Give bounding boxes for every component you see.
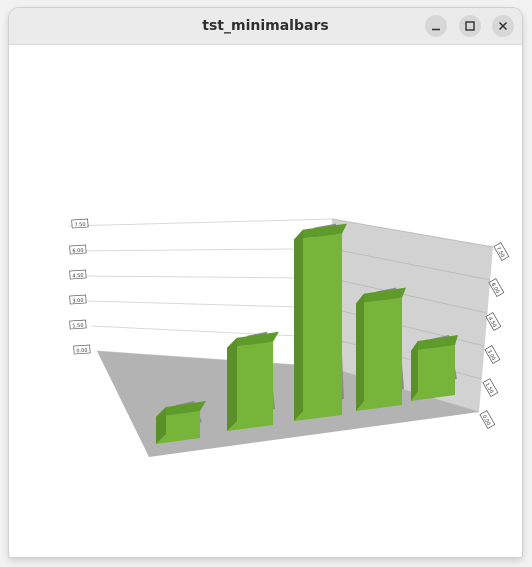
bar-side-1 xyxy=(156,407,166,444)
y-tick-right: 0.00 xyxy=(479,410,496,429)
bar-front-4[interactable] xyxy=(356,297,402,411)
svg-text:4.50: 4.50 xyxy=(487,316,498,329)
grid-line-right xyxy=(331,218,494,248)
grid-line-back xyxy=(91,325,329,338)
bar-top-4 xyxy=(356,287,406,304)
bar-top-2 xyxy=(227,331,279,348)
chart-canvas[interactable]: 0.00 1.50 3.00 4.50 6.00 7.50 0.00 1.50 3.00 4.50… xyxy=(9,45,522,557)
y-tick-left: 0.00 xyxy=(73,344,91,355)
y-tick-right: 6.00 xyxy=(488,278,505,297)
window-title: tst_minimalbars xyxy=(202,18,329,34)
app-window: tst_minimalbars 0.00 1.50 3.00 4.50 6.00 7. xyxy=(9,8,522,557)
svg-text:3.00: 3.00 xyxy=(486,349,497,362)
y-tick-left: 4.50 xyxy=(69,269,87,280)
y-tick-right: 3.00 xyxy=(484,345,501,364)
bar-side-4 xyxy=(356,293,364,411)
bar-front-1[interactable] xyxy=(156,411,200,444)
svg-text:7.50: 7.50 xyxy=(74,222,86,229)
y-tick-right: 1.50 xyxy=(482,378,499,397)
bar-top-1 xyxy=(156,401,206,417)
minimize-button[interactable] xyxy=(425,15,447,37)
bar-chart-3d[interactable]: 0.00 1.50 3.00 4.50 6.00 7.50 0.00 1.50 3.00 4.50… xyxy=(9,45,522,557)
svg-text:0.00: 0.00 xyxy=(481,414,492,427)
y-tick-left: 7.50 xyxy=(71,218,89,229)
y-tick-left: 3.00 xyxy=(69,294,87,305)
svg-text:7.50: 7.50 xyxy=(495,246,506,259)
bar-top-3 xyxy=(294,223,347,240)
maximize-button[interactable] xyxy=(459,15,481,37)
svg-text:6.00: 6.00 xyxy=(72,248,84,255)
grid-line-back xyxy=(80,275,331,279)
svg-text:6.00: 6.00 xyxy=(490,282,501,295)
y-tick-left: 6.00 xyxy=(69,244,87,255)
svg-text:1.50: 1.50 xyxy=(72,323,84,330)
bar-front-2[interactable] xyxy=(227,341,273,431)
close-button[interactable] xyxy=(492,15,514,37)
svg-text:4.50: 4.50 xyxy=(72,273,84,280)
close-icon xyxy=(498,21,508,31)
bar-front-3[interactable] xyxy=(294,233,342,421)
maximize-icon xyxy=(465,21,475,31)
grid-line-right xyxy=(329,277,488,314)
y-tick-right: 7.50 xyxy=(493,242,510,261)
minimize-icon xyxy=(432,28,440,31)
grid-line-right xyxy=(327,336,482,380)
bar-top-5 xyxy=(411,335,458,351)
y-tick-left: 1.50 xyxy=(69,319,87,330)
title-bar[interactable]: tst_minimalbars xyxy=(9,8,522,45)
bar-side-2 xyxy=(227,337,237,431)
bar-front-5[interactable] xyxy=(411,345,455,401)
y-tick-right: 4.50 xyxy=(485,312,502,331)
grid-line-back xyxy=(85,300,330,309)
grid-line-back xyxy=(74,248,332,252)
grid-line-right xyxy=(328,307,485,347)
svg-text:1.50: 1.50 xyxy=(484,382,495,395)
svg-text:0.00: 0.00 xyxy=(76,348,88,355)
grid-line-back xyxy=(68,218,333,227)
bar-side-3 xyxy=(294,229,303,421)
bar-side-5 xyxy=(411,341,418,401)
grid-line-right xyxy=(330,248,491,281)
svg-text:3.00: 3.00 xyxy=(72,298,84,305)
